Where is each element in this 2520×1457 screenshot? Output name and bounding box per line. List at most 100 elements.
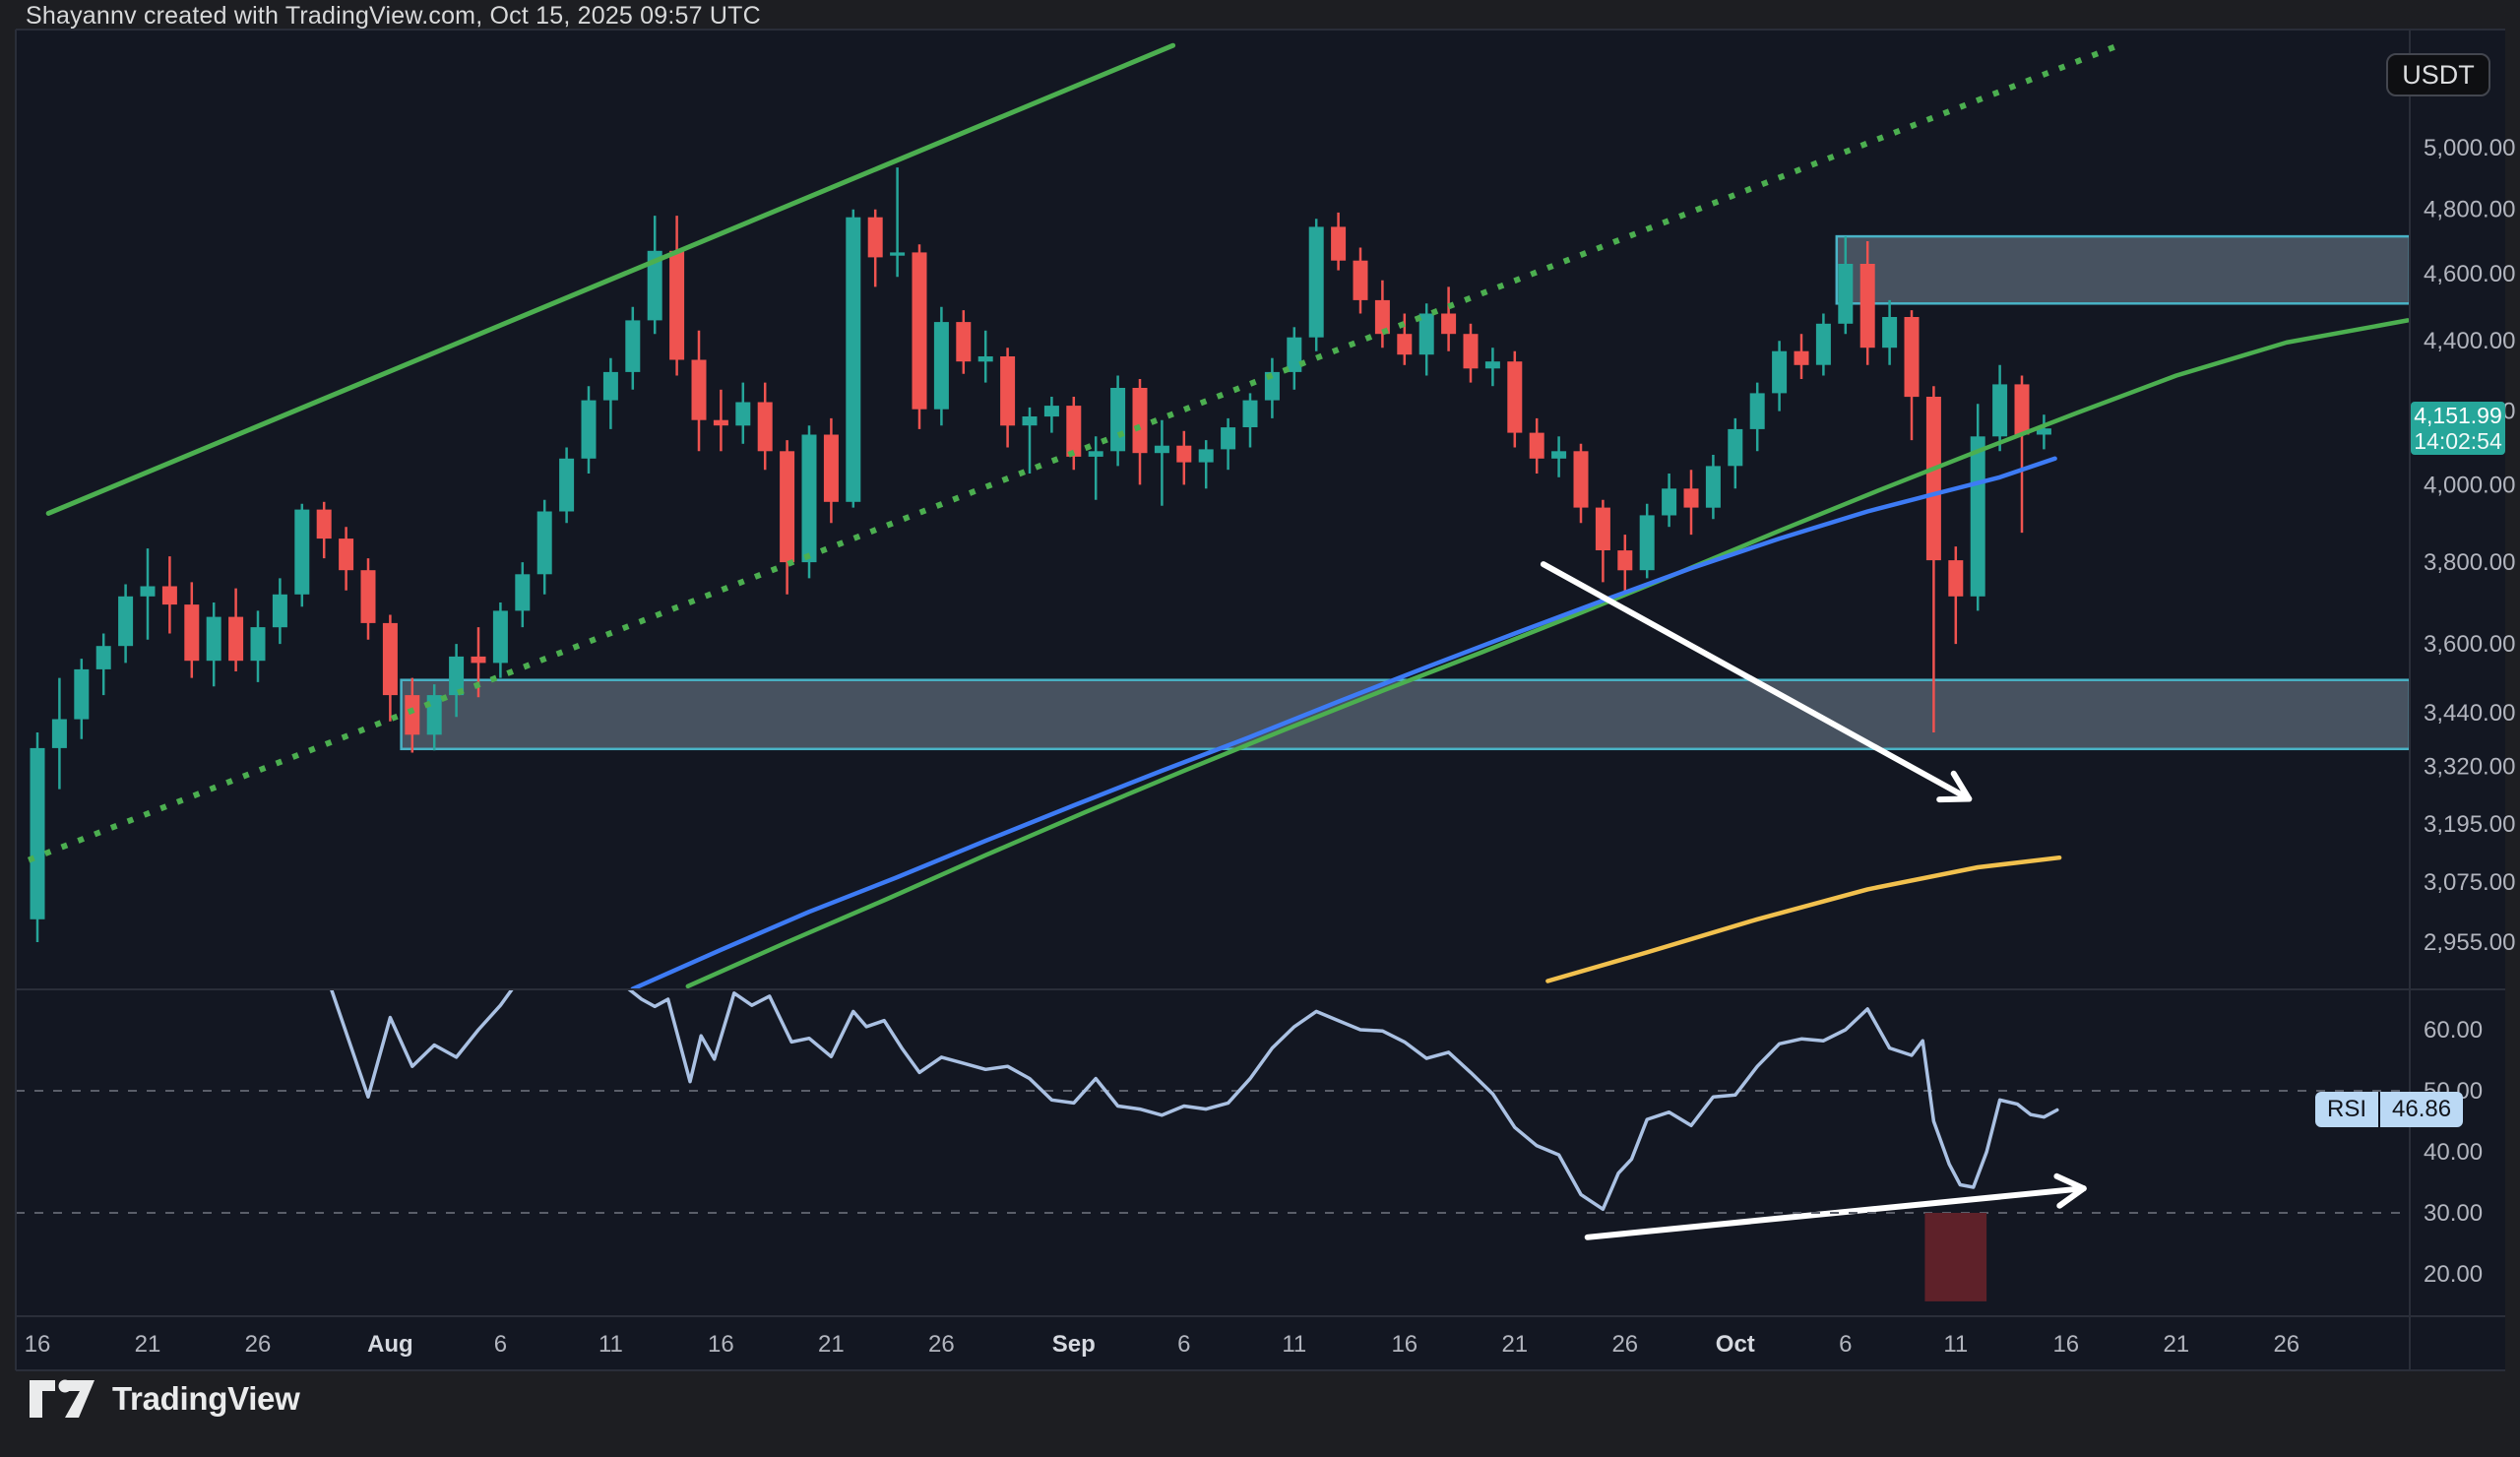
candle-down [1441,313,1457,335]
candle-up [1551,451,1567,459]
rsi-axis-label: 60.00 [2424,1017,2483,1044]
ma-50-blue[interactable] [630,456,2057,989]
candle-down [1948,560,1964,597]
candle-down [382,622,398,696]
candle-up [1970,436,1985,597]
candle-down [713,419,728,426]
candle-down [956,322,972,362]
candle-down [1617,550,1633,571]
candle-up [1198,449,1214,463]
candle-down [1794,350,1809,365]
candle-down [1463,334,1479,369]
rsi-highlight-box [1924,1213,1987,1301]
candle-down [1859,264,1875,348]
candle-up [1772,350,1788,394]
candle-down [1904,317,1920,398]
candle-down [1176,445,1192,463]
candle-up [735,402,751,426]
candle-up [801,434,817,563]
time-axis-label: 21 [818,1331,845,1358]
price-axis-label: 4,400.00 [2424,328,2515,354]
time-scale[interactable]: 16 21 26 Aug 6 11 16 21 26 Sep 6 11 16 21 26 Oct 6 11 16 21… [25,1331,2300,1358]
price-axis-label: 2,955.00 [2424,929,2515,956]
channel-upper-line[interactable] [45,42,1176,516]
candle-up [1221,427,1236,450]
price-axis-label: 4,800.00 [2424,197,2515,223]
candle-up [933,322,949,410]
tradingview-wordmark: TradingView [112,1380,300,1417]
moving-averages [630,318,2409,989]
candle-up [625,320,641,372]
candle-up [559,458,575,512]
time-axis-label: 16 [1391,1331,1418,1358]
time-axis-label: 11 [1943,1331,1968,1358]
candle-up [51,719,67,748]
candle-up [1882,317,1898,348]
candle-up [846,217,861,502]
rsi-line-group [329,950,2059,1212]
ma-100-green[interactable] [685,318,2409,988]
currency-toggle-button[interactable]: USDT [2386,53,2490,96]
time-axis-label: 26 [2273,1331,2300,1358]
rsi-trend-arrow-head [2056,1185,2087,1209]
candle-up [140,586,156,597]
candle-down [1374,299,1390,335]
rsi-trend-arrow-head [2053,1172,2087,1192]
candle-down [1529,432,1544,459]
candle-up [581,400,597,459]
ma-200-yellow[interactable] [1545,855,2062,983]
time-axis-label: 16 [2052,1331,2079,1358]
candle-up [206,616,221,662]
time-axis-label: 6 [1177,1331,1190,1358]
tradingview-logo-icon [30,1379,94,1418]
breakdown-arrow-head [1950,770,1973,802]
candle-down [867,217,883,258]
last-price-value: 4,151.99 [2414,403,2502,428]
candle-down [339,538,354,571]
candle-down [471,656,486,664]
candle-up [2036,428,2051,435]
candle-down [316,509,332,539]
time-axis-label: 26 [245,1331,272,1358]
price-axis-label: 3,320.00 [2424,753,2515,780]
candle-down [1683,488,1699,508]
last-price-badge: 4,151.99 14:02:54 [2411,402,2505,455]
candle-up [1639,515,1655,571]
candle-up [1992,384,2008,437]
candle-down [1066,406,1082,457]
candle-down [2014,384,2030,435]
time-axis-month-label: Sep [1052,1331,1096,1358]
breakdown-arrow [1540,561,1973,802]
time-axis-month-label: Aug [367,1331,413,1358]
candle-up [1022,416,1038,426]
candle-up [1749,393,1765,429]
candle-down [691,359,707,420]
rsi-pane [16,1090,2410,1301]
candle-down [1132,388,1148,454]
candle-down [1000,356,1016,426]
price-axis-label: 3,075.00 [2424,869,2515,896]
candle-up [492,610,508,664]
tradingview-logo[interactable]: TradingView [28,1376,300,1422]
candle-up [536,511,552,575]
price-axis-label: 3,600.00 [2424,631,2515,658]
pane-borders [15,29,2505,1371]
time-axis-label: 16 [708,1331,734,1358]
candle-down [161,586,177,605]
candle-down [1573,451,1589,508]
time-axis-label: 11 [598,1331,623,1358]
candle-down [823,434,839,502]
candle-down [1507,361,1523,433]
candle-up [1043,406,1059,417]
candle-up [74,668,90,720]
trend-channel [27,42,2116,863]
candle-down [757,402,773,452]
support-zone [400,678,2409,751]
candle-down [780,451,795,563]
channel-lower-dotted-line[interactable] [27,43,2116,863]
rsi-line[interactable] [329,950,2059,1212]
candle-up [1308,226,1324,338]
